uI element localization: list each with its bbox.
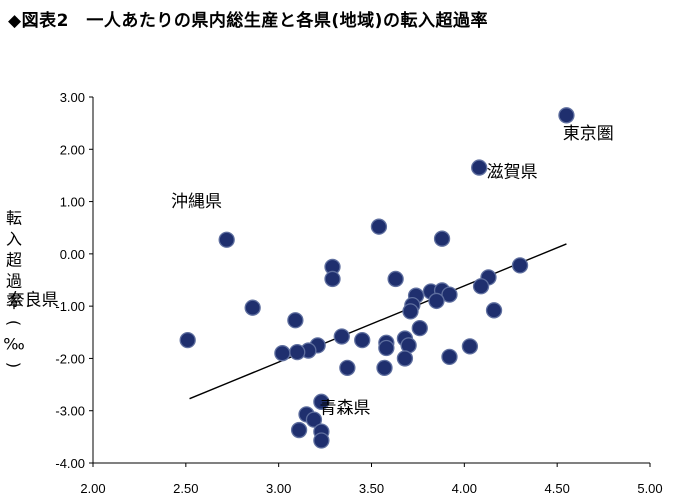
data-point [339, 359, 356, 376]
data-point [287, 312, 304, 329]
y-tick-label: 0.00 [60, 247, 85, 262]
data-point [511, 257, 529, 274]
annotation-label: 東京圏 [563, 124, 614, 144]
trendline-group [189, 243, 567, 400]
data-point [387, 270, 404, 288]
y-axis-label-char: ‰ [3, 335, 24, 354]
y-tick-label: 3.00 [60, 90, 85, 105]
data-point [402, 303, 419, 320]
data-point [471, 159, 488, 176]
y-axis-label-char: 入 [6, 230, 22, 249]
data-point [370, 218, 388, 235]
y-tick-label: -1.00 [55, 299, 85, 314]
data-point [485, 302, 503, 319]
data-point [354, 331, 371, 349]
data-point [179, 331, 196, 349]
data-point [378, 339, 395, 357]
data-point [218, 231, 235, 248]
x-tick-label: 5.00 [637, 481, 662, 496]
axes [89, 96, 651, 467]
y-axis-label-char: ) [5, 362, 24, 368]
data-point [313, 393, 330, 410]
data-point [289, 344, 306, 361]
x-tick-label: 2.50 [173, 481, 198, 496]
data-point [324, 270, 341, 288]
trendline [189, 243, 567, 400]
y-axis-label-char: 転 [6, 209, 22, 228]
data-point [333, 328, 350, 345]
x-tick-label: 2.00 [80, 481, 105, 496]
y-axis-label: 転入超過率 ( ‰) [3, 209, 24, 369]
annotation-label: 沖縄県 [171, 192, 222, 212]
y-axis-label-char: 過 [6, 272, 22, 291]
data-point [441, 348, 458, 366]
data-point [274, 345, 291, 362]
x-tick-label: 3.00 [266, 481, 291, 496]
y-tick-label: -3.00 [55, 404, 85, 419]
annotation-label: 青森県 [320, 398, 371, 418]
tick-labels: 3.00 2.00 1.00 0.00 -1.00 -2.00 -3.00 -4.00 2.00… [55, 90, 662, 496]
data-point [376, 359, 393, 376]
x-tick-label: 4.00 [452, 481, 477, 496]
y-axis-label-char: 率 [6, 293, 22, 312]
data-point [428, 292, 445, 310]
annotation-label: 奈良県 [8, 291, 59, 311]
data-point [461, 338, 479, 355]
data-point [244, 299, 261, 316]
y-tick-label: -4.00 [55, 456, 85, 471]
data-point [396, 350, 414, 367]
chart-title: ◆図表2 一人あたりの県内総生産と各県(地域)の転入超過率 [8, 11, 488, 31]
data-point [411, 319, 428, 337]
y-tick-label: 2.00 [60, 142, 85, 157]
x-tick-label: 4.50 [545, 481, 570, 496]
annotation-label: 滋賀県 [487, 163, 538, 183]
data-points [179, 107, 575, 449]
data-point [558, 107, 575, 124]
data-point [290, 421, 308, 439]
y-tick-label: 1.00 [60, 195, 85, 210]
data-point [441, 286, 458, 303]
data-point [433, 230, 451, 247]
data-point [305, 411, 323, 428]
y-axis-label-char: ( [5, 320, 24, 326]
y-axis-label-char: 超 [6, 251, 22, 270]
y-tick-label: -2.00 [55, 351, 85, 366]
x-tick-label: 3.50 [359, 481, 384, 496]
data-point [313, 432, 330, 449]
data-point [472, 278, 490, 295]
